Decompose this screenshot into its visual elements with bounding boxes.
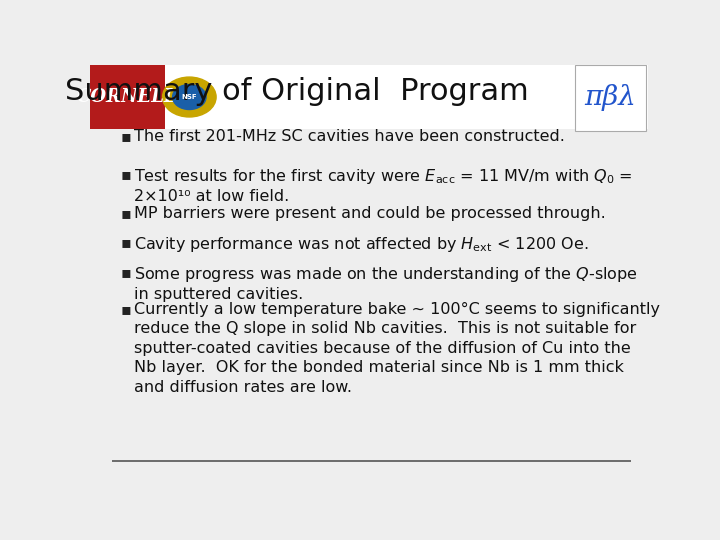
Text: NSF: NSF [181, 94, 197, 100]
Text: in sputtered cavities.: in sputtered cavities. [133, 287, 303, 302]
FancyBboxPatch shape [90, 65, 648, 129]
Text: ▪: ▪ [121, 235, 132, 250]
Text: ▪: ▪ [121, 129, 132, 144]
Circle shape [173, 85, 206, 110]
Circle shape [163, 77, 216, 117]
Text: Summary of Original  Program: Summary of Original Program [65, 77, 528, 106]
Text: The first 201-MHz SC cavities have been constructed.: The first 201-MHz SC cavities have been … [133, 129, 564, 144]
FancyBboxPatch shape [90, 65, 166, 129]
Text: Cavity performance was not affected by $H_{\rm ext}$ < 1200 Oe.: Cavity performance was not affected by $… [133, 235, 588, 254]
Text: Some progress was made on the understanding of the $Q$-slope: Some progress was made on the understand… [133, 265, 637, 284]
Text: CORNELL: CORNELL [77, 88, 178, 106]
Text: ▪: ▪ [121, 167, 132, 181]
FancyBboxPatch shape [575, 65, 647, 131]
Text: ▪: ▪ [121, 206, 132, 221]
Text: MP barriers were present and could be processed through.: MP barriers were present and could be pr… [133, 206, 606, 221]
Text: Nb layer.  OK for the bonded material since Nb is 1 mm thick: Nb layer. OK for the bonded material sin… [133, 360, 624, 375]
Text: reduce the Q slope in solid Nb cavities.  This is not suitable for: reduce the Q slope in solid Nb cavities.… [133, 321, 636, 336]
Text: Test results for the first cavity were $E_{\rm acc}$ = 11 MV/m with $Q_0$ =: Test results for the first cavity were $… [133, 167, 632, 186]
Text: ▪: ▪ [121, 302, 132, 317]
Text: ▪: ▪ [121, 265, 132, 280]
Text: and diffusion rates are low.: and diffusion rates are low. [133, 380, 351, 395]
Text: πβλ: πβλ [585, 84, 636, 111]
Text: sputter-coated cavities because of the diffusion of Cu into the: sputter-coated cavities because of the d… [133, 341, 630, 356]
Text: 2×10¹⁰ at low field.: 2×10¹⁰ at low field. [133, 188, 289, 204]
Text: Currently a low temperature bake ~ 100°C seems to significantly: Currently a low temperature bake ~ 100°C… [133, 302, 660, 317]
